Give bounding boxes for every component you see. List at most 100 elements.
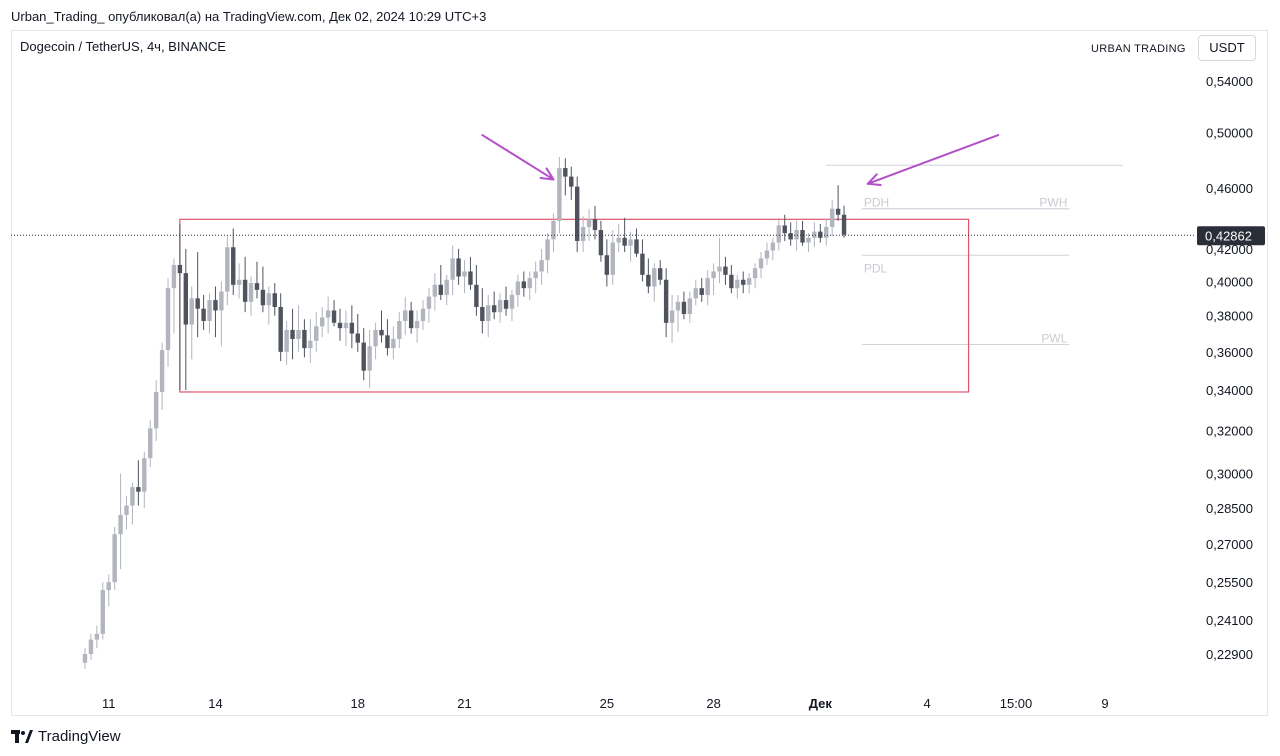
candle-body[interactable] bbox=[539, 260, 544, 272]
candle-body[interactable] bbox=[758, 258, 764, 269]
candle-body[interactable] bbox=[219, 291, 224, 311]
candle-body[interactable] bbox=[106, 582, 111, 591]
candle-body[interactable] bbox=[735, 279, 740, 289]
candle-body[interactable] bbox=[586, 219, 592, 227]
candle-body[interactable] bbox=[296, 329, 301, 339]
candle-body[interactable] bbox=[201, 308, 206, 322]
candle-body[interactable] bbox=[136, 487, 141, 492]
candle-body[interactable] bbox=[545, 239, 550, 261]
candle-body[interactable] bbox=[124, 505, 129, 515]
candle-body[interactable] bbox=[142, 458, 147, 492]
candle-body[interactable] bbox=[171, 264, 177, 289]
candle-body[interactable] bbox=[764, 250, 770, 259]
candle-body[interactable] bbox=[112, 534, 117, 583]
candle-body[interactable] bbox=[94, 633, 100, 640]
candle-body[interactable] bbox=[391, 338, 396, 349]
candle-body[interactable] bbox=[776, 225, 782, 243]
candle-body[interactable] bbox=[379, 329, 384, 336]
candle-body[interactable] bbox=[236, 279, 242, 285]
candle-body[interactable] bbox=[331, 310, 337, 323]
candle-body[interactable] bbox=[782, 225, 787, 234]
candle-body[interactable] bbox=[681, 301, 687, 314]
candle-body[interactable] bbox=[189, 298, 194, 325]
candle-body[interactable] bbox=[403, 310, 408, 322]
candle-body[interactable] bbox=[693, 288, 698, 299]
candle-body[interactable] bbox=[752, 268, 758, 279]
candle-body[interactable] bbox=[746, 278, 752, 285]
candle-body[interactable] bbox=[663, 279, 669, 323]
candle-body[interactable] bbox=[148, 428, 153, 459]
candle-body[interactable] bbox=[675, 301, 681, 311]
candle-body[interactable] bbox=[800, 230, 805, 243]
candle-body[interactable] bbox=[438, 284, 443, 295]
candle-body[interactable] bbox=[82, 654, 88, 663]
candle-body[interactable] bbox=[741, 279, 746, 285]
candle-body[interactable] bbox=[669, 310, 675, 323]
candle-body[interactable] bbox=[788, 233, 793, 240]
candle-body[interactable] bbox=[824, 226, 829, 238]
candle-body[interactable] bbox=[729, 274, 734, 289]
candle-body[interactable] bbox=[361, 342, 366, 371]
candle-body[interactable] bbox=[521, 281, 527, 289]
candle-body[interactable] bbox=[355, 333, 360, 343]
candle-body[interactable] bbox=[616, 237, 621, 243]
candle-body[interactable] bbox=[183, 273, 189, 325]
candle-body[interactable] bbox=[829, 208, 835, 227]
candle-body[interactable] bbox=[248, 283, 254, 302]
candle-body[interactable] bbox=[260, 289, 266, 306]
candle-body[interactable] bbox=[711, 271, 716, 279]
candle-body[interactable] bbox=[325, 310, 331, 318]
candle-body[interactable] bbox=[290, 329, 295, 339]
candle-body[interactable] bbox=[408, 310, 414, 329]
candle-body[interactable] bbox=[812, 231, 817, 238]
candle-body[interactable] bbox=[88, 639, 94, 654]
candle-body[interactable] bbox=[646, 274, 651, 287]
candle-body[interactable] bbox=[373, 329, 378, 347]
candle-body[interactable] bbox=[278, 306, 283, 352]
candle-body[interactable] bbox=[622, 237, 627, 246]
candle-body[interactable] bbox=[480, 306, 485, 322]
candle-body[interactable] bbox=[491, 305, 497, 313]
candle-body[interactable] bbox=[569, 176, 574, 187]
candle-body[interactable] bbox=[337, 322, 343, 329]
candle-body[interactable] bbox=[474, 284, 479, 307]
candle-body[interactable] bbox=[640, 253, 645, 275]
candle-body[interactable] bbox=[367, 346, 372, 371]
candle-body[interactable] bbox=[308, 340, 313, 349]
candle-body[interactable] bbox=[841, 214, 847, 235]
candle-body[interactable] bbox=[515, 281, 521, 295]
candle-body[interactable] bbox=[414, 321, 420, 329]
candle-body[interactable] bbox=[806, 237, 811, 243]
candle-body[interactable] bbox=[284, 329, 289, 352]
candle-body[interactable] bbox=[177, 264, 183, 274]
candle-body[interactable] bbox=[592, 219, 598, 231]
candle-body[interactable] bbox=[314, 326, 319, 341]
candle-body[interactable] bbox=[349, 322, 355, 334]
candle-body[interactable] bbox=[385, 335, 390, 349]
candle-body[interactable] bbox=[634, 239, 639, 254]
candle-body[interactable] bbox=[302, 329, 307, 349]
candle-body[interactable] bbox=[159, 349, 165, 392]
candle-body[interactable] bbox=[213, 300, 218, 311]
candle-body[interactable] bbox=[242, 279, 248, 302]
candle-body[interactable] bbox=[450, 258, 455, 280]
candle-body[interactable] bbox=[687, 298, 693, 314]
candle-body[interactable] bbox=[118, 514, 123, 535]
candle-body[interactable] bbox=[397, 321, 402, 339]
candle-body[interactable] bbox=[563, 168, 568, 177]
candle-body[interactable] bbox=[835, 208, 841, 215]
candle-body[interactable] bbox=[468, 271, 473, 285]
candle-body[interactable] bbox=[266, 293, 272, 306]
candle-body[interactable] bbox=[100, 590, 105, 634]
candle-body[interactable] bbox=[794, 230, 799, 240]
candle-body[interactable] bbox=[503, 300, 509, 309]
candle-body[interactable] bbox=[557, 168, 562, 221]
candle-body[interactable] bbox=[533, 271, 538, 279]
candle-body[interactable] bbox=[426, 296, 432, 309]
candle-body[interactable] bbox=[598, 230, 604, 256]
candle-body[interactable] bbox=[818, 231, 823, 238]
candle-body[interactable] bbox=[420, 308, 426, 322]
candle-body[interactable] bbox=[272, 293, 277, 307]
candle-body[interactable] bbox=[705, 278, 710, 295]
candle-body[interactable] bbox=[497, 300, 503, 313]
